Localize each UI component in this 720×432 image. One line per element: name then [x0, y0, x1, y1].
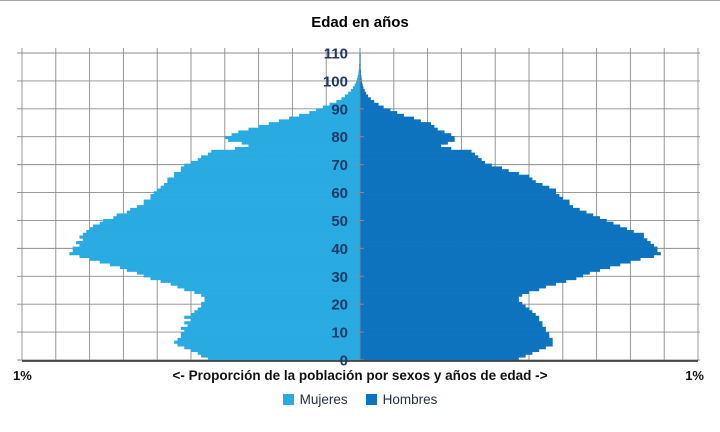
mujeres-color-swatch — [282, 394, 294, 405]
svg-text:60: 60 — [331, 185, 348, 202]
svg-text:80: 80 — [331, 129, 348, 146]
svg-text:100: 100 — [323, 73, 348, 90]
svg-text:10: 10 — [331, 325, 348, 342]
legend-label-mujeres: Mujeres — [299, 392, 348, 407]
svg-text:90: 90 — [331, 101, 348, 118]
x-axis-labels: 1% <- Proporción de la población por sex… — [0, 368, 720, 386]
chart-title: Edad en años — [311, 14, 409, 31]
svg-text:40: 40 — [331, 241, 348, 258]
svg-text:20: 20 — [331, 297, 348, 314]
x-axis-right-percent-label: 1% — [685, 368, 704, 383]
x-axis-left-percent-label: 1% — [13, 368, 32, 383]
legend-label-hombres: Hombres — [382, 392, 438, 407]
svg-text:50: 50 — [331, 213, 348, 230]
svg-text:110: 110 — [324, 46, 348, 63]
legend: Mujeres Hombres — [0, 392, 720, 407]
legend-item-mujeres: Mujeres — [282, 392, 348, 407]
legend-item-hombres: Hombres — [365, 392, 438, 407]
svg-text:30: 30 — [331, 269, 348, 286]
hombres-color-swatch — [365, 394, 377, 405]
svg-text:70: 70 — [331, 157, 348, 174]
x-axis-caption: <- Proporción de la población por sexos … — [172, 368, 548, 383]
svg-text:0: 0 — [340, 353, 348, 370]
